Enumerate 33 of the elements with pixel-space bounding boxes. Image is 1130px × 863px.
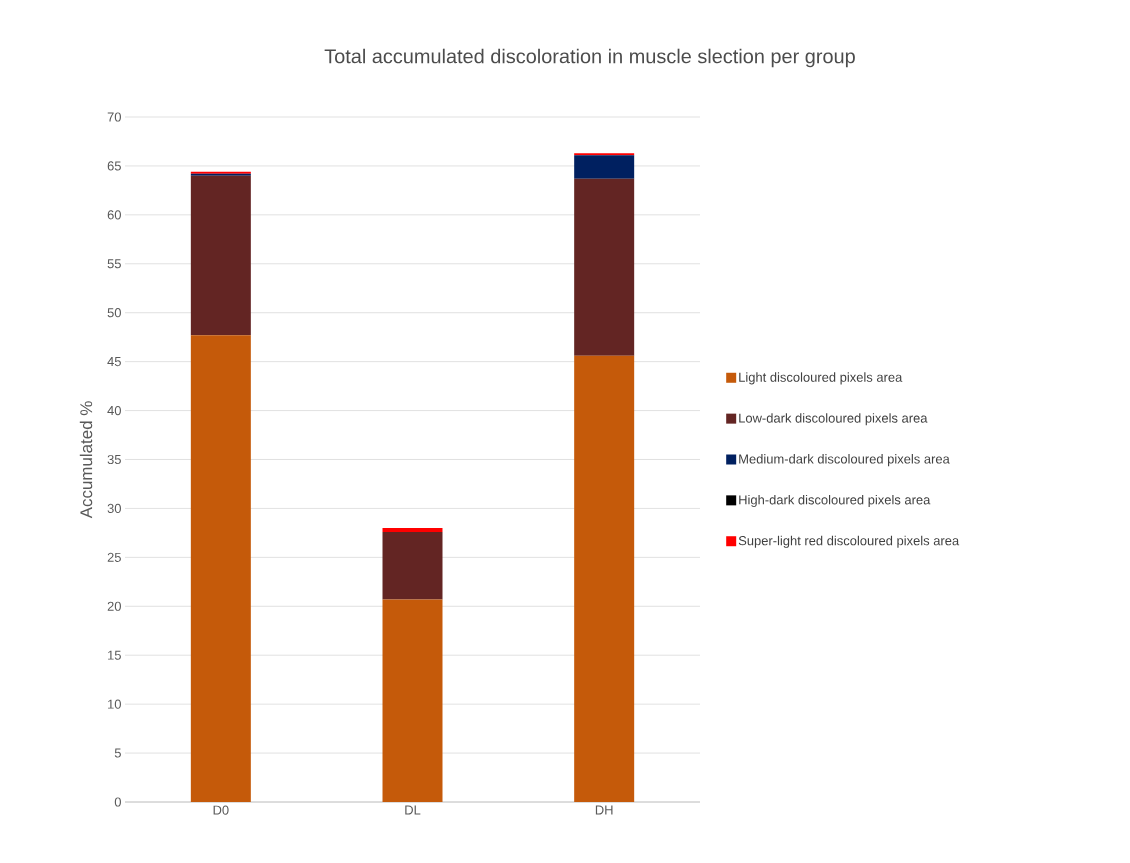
y-tick-label: 5	[114, 748, 121, 758]
bar	[574, 155, 635, 179]
y-tick-label: 55	[107, 259, 121, 269]
y-tick-label: 60	[107, 210, 121, 220]
bar	[382, 528, 443, 532]
legend-label: Super-light red discoloured pixels area	[738, 535, 960, 548]
y-tick-label: 25	[107, 552, 121, 562]
chart-title: Total accumulated discoloration in muscle slection per group	[324, 48, 855, 68]
bar	[190, 335, 251, 802]
y-tick-label: 65	[107, 161, 121, 171]
y-tick-label: 40	[107, 405, 121, 416]
bar	[574, 355, 635, 802]
y-tick-label: 0	[114, 797, 121, 807]
bar	[382, 599, 443, 802]
legend-label: Light discoloured pixels area	[739, 372, 903, 385]
y-tick-label: 50	[107, 308, 121, 318]
bar	[574, 178, 635, 356]
legend-label: Low-dark discoloured pixels area	[739, 413, 928, 426]
bar	[190, 175, 251, 336]
x-tick-label: DH	[595, 805, 613, 815]
x-tick-label: D0	[213, 805, 229, 815]
y-tick-label: 10	[108, 699, 121, 709]
y-tick-label: 30	[107, 503, 121, 514]
x-tick-label: DL	[405, 805, 421, 815]
y-tick-label: 15	[108, 650, 121, 660]
bar	[382, 531, 443, 600]
legend-label: High-dark discoloured pixels area	[739, 494, 931, 507]
y-tick-label: 70	[107, 112, 121, 122]
y-axis-title: Accumulated %	[79, 401, 93, 519]
legend-label: Medium-dark discoloured pixels area	[739, 454, 950, 467]
y-tick-label: 35	[107, 454, 121, 465]
y-tick-label: 45	[107, 357, 121, 367]
y-tick-label: 20	[107, 601, 121, 611]
